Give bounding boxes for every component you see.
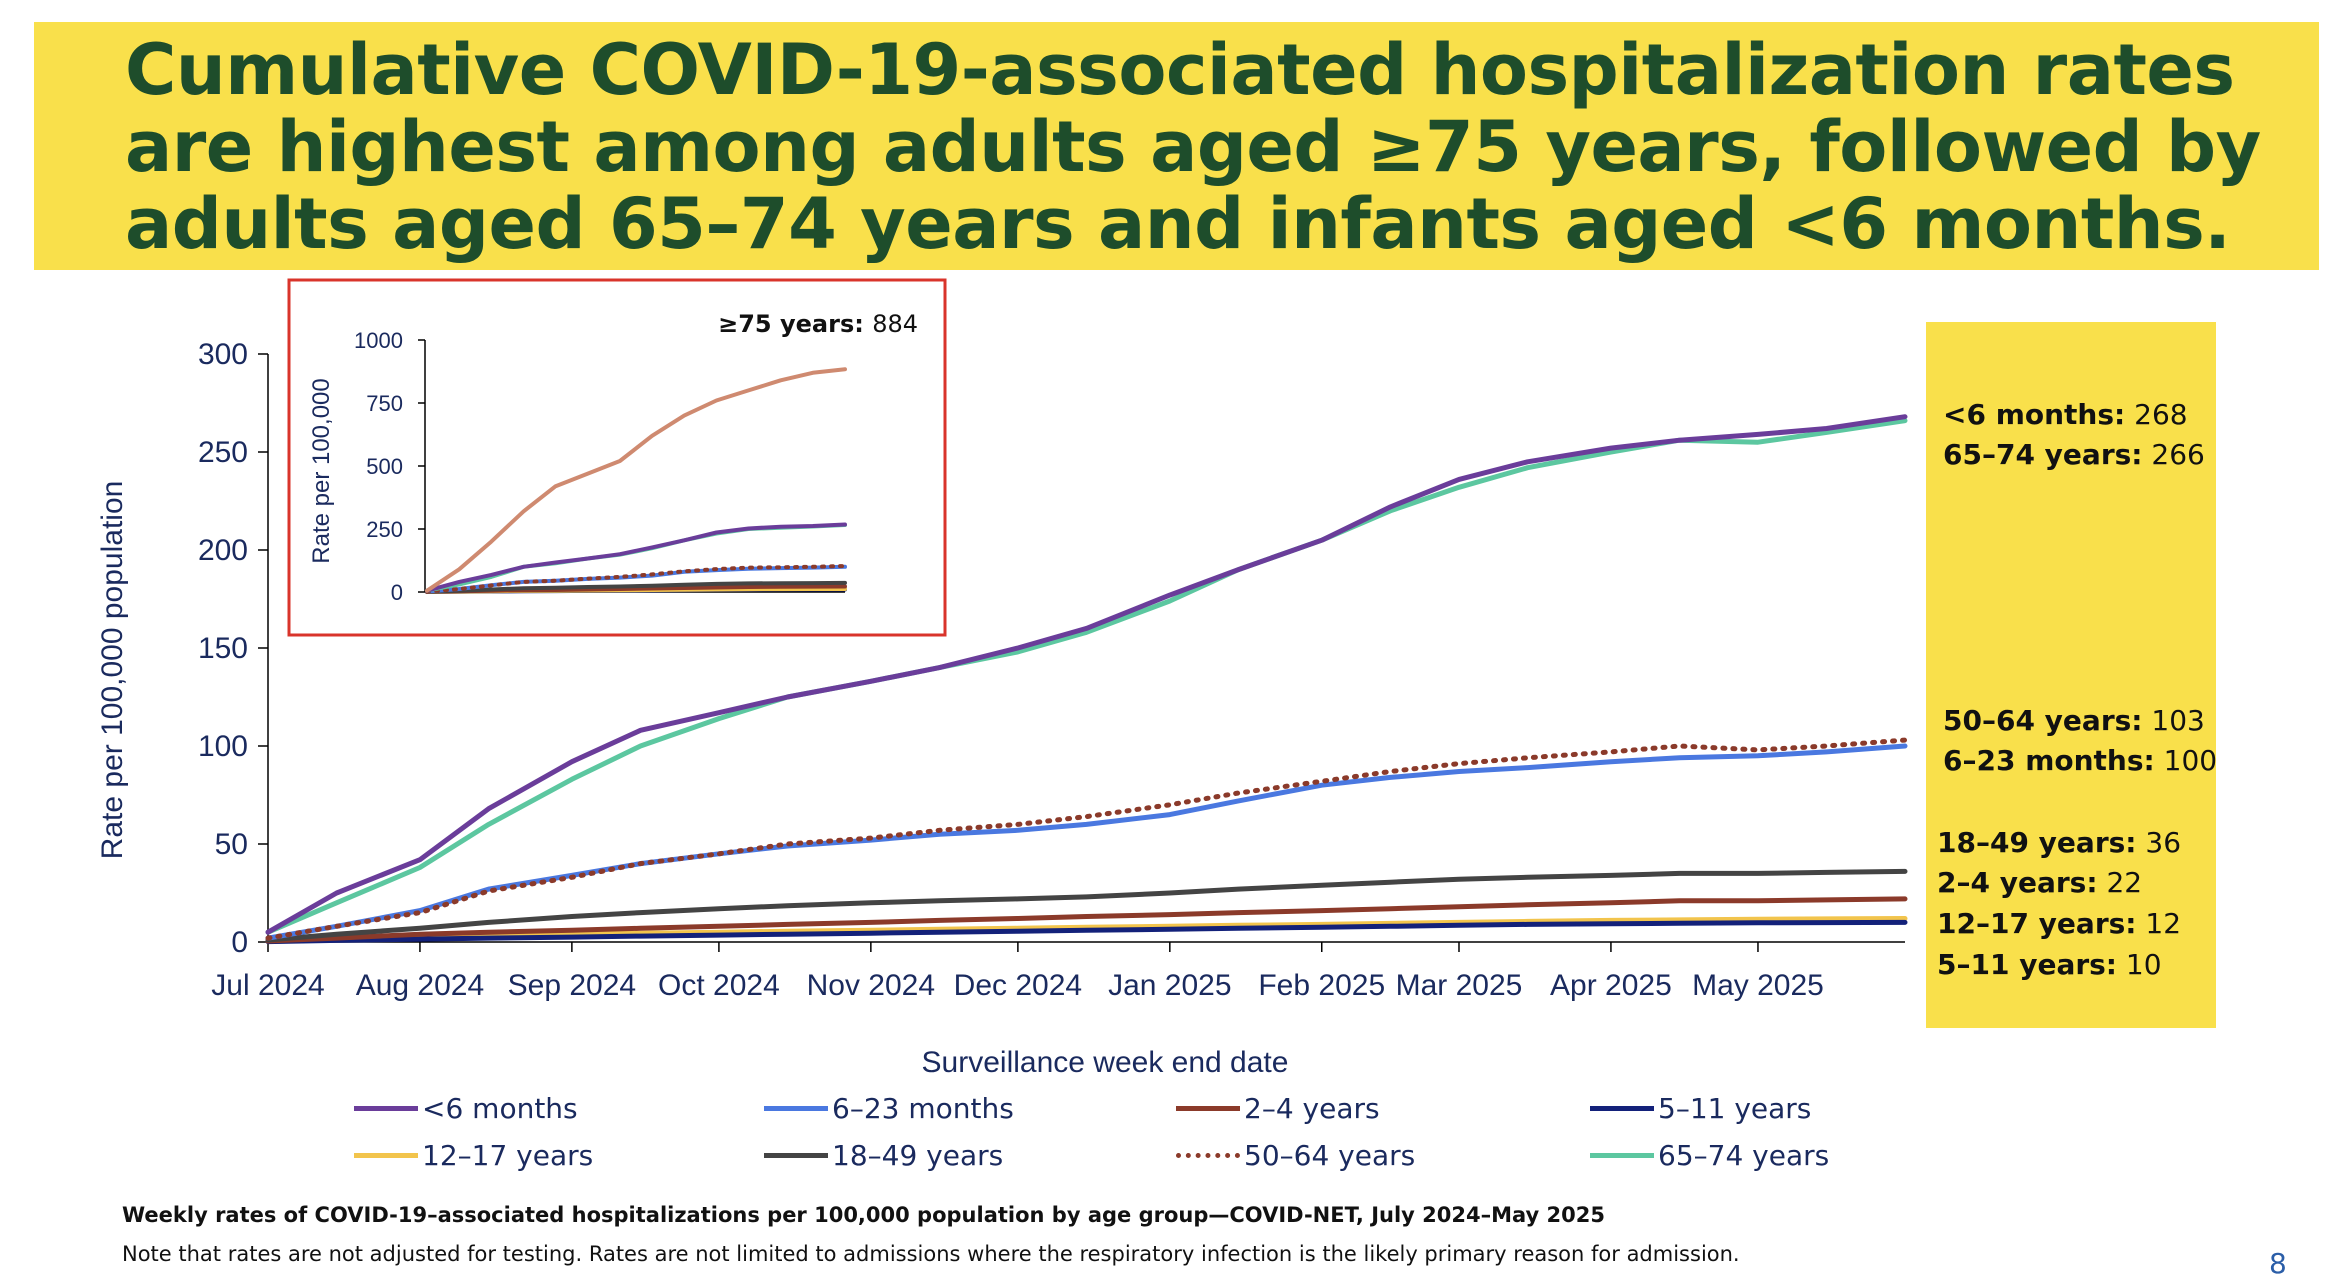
main-chart-axes: 0 50 100 150 200 250 300 Jul 2024 Aug 2024 Sep 20… [96, 338, 1905, 1079]
main-x-tick-label: Dec 2024 [954, 969, 1082, 1002]
series-line-12-17-years [265, 916, 1908, 944]
inset-y-tick-label: 750 [366, 391, 403, 416]
main-x-tick-label: Nov 2024 [807, 969, 935, 1002]
main-x-tick-label: Oct 2024 [658, 969, 780, 1002]
series-line-6-23-months [265, 743, 1908, 941]
callout-6-23-months: 6–23 months: 100 [1943, 744, 2218, 777]
legend-swatch [1176, 1105, 1240, 1111]
series-line-65-74-years [265, 418, 1908, 935]
figure-caption: Weekly rates of COVID-19–associated hosp… [122, 1203, 1606, 1227]
callout-under-6-months: <6 months: 268 [1943, 398, 2188, 431]
series-line-50-64-years [265, 737, 1908, 941]
legend-item-2-4-years: 2–4 years [1176, 1088, 1380, 1128]
latest-rate-callout-box [1926, 322, 2216, 1028]
main-y-axis-title: Rate per 100,000 population [96, 481, 129, 860]
slide-title: Cumulative COVID-19-associated hospitali… [125, 29, 2261, 265]
main-y-tick-label: 150 [198, 632, 248, 665]
legend-swatch [1590, 1105, 1654, 1111]
inset-series-line-under-6-months [425, 522, 847, 593]
main-x-axis-title: Surveillance week end date [922, 1046, 1289, 1079]
inset-annotation-75-plus: ≥75 years: 884 [718, 310, 918, 338]
inset-annotation-value: 884 [872, 310, 918, 338]
callout-65-74-years: 65–74 years: 266 [1943, 438, 2205, 471]
legend-item-18-49-years: 18–49 years [764, 1135, 1003, 1175]
legend-swatch [764, 1105, 828, 1111]
legend-swatch [1176, 1152, 1240, 1158]
callout-12-17-years: 12–17 years: 12 [1937, 907, 2182, 940]
inset-series-line-over-75-years [425, 367, 847, 593]
series-line-under-6-months [265, 414, 1908, 935]
inset-y-tick-label: 250 [366, 517, 403, 542]
legend-item-6-23-months: 6–23 months [764, 1088, 1014, 1128]
callout-18-49-years: 18–49 years: 36 [1937, 826, 2182, 859]
callout-2-4-years: 2–4 years: 22 [1937, 866, 2143, 899]
main-y-tick-label: 0 [231, 926, 248, 959]
main-y-tick-label: 200 [198, 534, 248, 567]
main-x-tick-label: May 2025 [1692, 969, 1824, 1002]
main-x-tick-label: Jan 2025 [1108, 969, 1231, 1002]
series-line-5-11-years [265, 919, 1908, 945]
inset-series-line-50-64-years [425, 564, 847, 594]
legend-swatch [764, 1152, 828, 1158]
main-chart-series [265, 414, 1908, 945]
inset-y-tick-label: 0 [391, 580, 403, 605]
main-x-tick-label: Jul 2024 [211, 969, 324, 1002]
legend-swatch [1590, 1152, 1654, 1158]
legend-item-5-11-years: 5–11 years [1590, 1088, 1811, 1128]
legend-swatch [354, 1105, 418, 1111]
legend-swatch [354, 1152, 418, 1158]
inset-y-tick-label: 1000 [354, 328, 403, 353]
main-x-tick-label: Apr 2025 [1550, 969, 1672, 1002]
main-x-tick-label: Mar 2025 [1396, 969, 1523, 1002]
chart-legend: <6 months 6–23 months 2–4 years 5–11 yea… [350, 1088, 1850, 1178]
main-y-tick-label: 100 [198, 730, 248, 763]
title-banner [34, 22, 2319, 270]
main-y-tick-label: 250 [198, 436, 248, 469]
inset-chart-75-plus: 0 250 500 750 1000 Rate per 100,000 ≥75 years:… [287, 278, 947, 637]
main-x-tick-label: Feb 2025 [1258, 969, 1385, 1002]
main-x-tick-label: Sep 2024 [508, 969, 636, 1002]
page-number: 8 [2269, 1247, 2287, 1280]
series-line-18-49-years [265, 868, 1908, 943]
figure-note: Note that rates are not adjusted for tes… [122, 1242, 1740, 1266]
main-y-tick-label: 50 [215, 828, 248, 861]
inset-y-tick-label: 500 [366, 454, 403, 479]
legend-item-under-6-months: <6 months [354, 1088, 578, 1128]
inset-series-line-18-49-years [425, 580, 847, 594]
series-line-2-4-years [265, 896, 1908, 944]
callout-50-64-years: 50–64 years: 103 [1943, 704, 2205, 737]
legend-item-12-17-years: 12–17 years [354, 1135, 593, 1175]
inset-annotation-label: ≥75 years: [718, 310, 872, 338]
legend-item-65-74-years: 65–74 years [1590, 1135, 1829, 1175]
inset-y-axis-title: Rate per 100,000 [308, 378, 335, 563]
main-x-tick-label: Aug 2024 [356, 969, 484, 1002]
main-y-tick-label: 300 [198, 338, 248, 371]
callout-5-11-years: 5–11 years: 10 [1937, 948, 2162, 981]
legend-item-50-64-years: 50–64 years [1176, 1135, 1415, 1175]
